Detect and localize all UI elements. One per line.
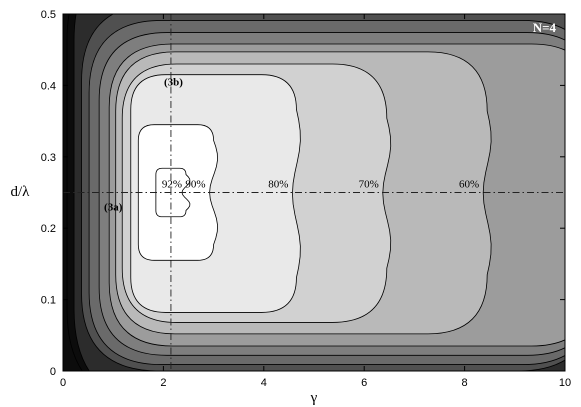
x-tick-label: 0 bbox=[60, 377, 66, 389]
contour-label-80: 80% bbox=[268, 179, 288, 191]
y-axis-title: d/λ bbox=[11, 184, 31, 200]
x-axis-title: γ bbox=[310, 390, 318, 406]
y-tick-label: 0.1 bbox=[41, 295, 56, 307]
y-tick-label: 0 bbox=[50, 366, 56, 378]
contour-bands bbox=[63, 14, 565, 371]
x-tick-label: 10 bbox=[559, 377, 571, 389]
contour-labels: 60% 70% 80% 90%92% (3a) (3b) bbox=[104, 76, 479, 213]
axes: 0 2 4 6 8 10 0 0.1 0.2 0.3 0.4 0.5 bbox=[41, 9, 571, 389]
y-tick-label: 0.2 bbox=[41, 223, 56, 235]
contour-label-92: 92% bbox=[162, 179, 182, 191]
annotation-3a: (3a) bbox=[104, 201, 123, 213]
contour-label-70: 70% bbox=[359, 179, 379, 191]
annotation-3b: (3b) bbox=[164, 76, 183, 88]
x-tick-label: 6 bbox=[361, 377, 367, 389]
x-tick-label: 4 bbox=[261, 377, 267, 389]
x-tick-label: 2 bbox=[160, 377, 166, 389]
reference-lines bbox=[63, 14, 565, 371]
contour-label-90: 90% bbox=[185, 179, 205, 191]
plot-frame bbox=[62, 13, 566, 372]
panel-label: N=4 bbox=[533, 20, 557, 35]
x-tick-label: 8 bbox=[462, 377, 468, 389]
y-tick-label: 0.5 bbox=[41, 9, 56, 21]
contour-label-60: 60% bbox=[459, 179, 479, 191]
y-tick-label: 0.4 bbox=[41, 80, 56, 92]
y-tick-label: 0.3 bbox=[41, 152, 56, 164]
